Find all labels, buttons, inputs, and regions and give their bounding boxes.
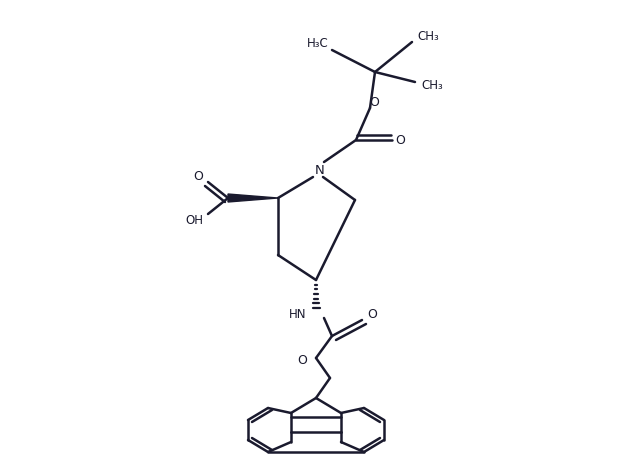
Text: CH₃: CH₃	[421, 78, 443, 92]
Text: O: O	[367, 308, 377, 321]
Text: H₃C: H₃C	[307, 37, 329, 49]
Text: CH₃: CH₃	[417, 30, 439, 42]
Text: O: O	[297, 353, 307, 367]
Text: N: N	[315, 164, 325, 177]
Text: HN: HN	[289, 307, 307, 321]
Text: O: O	[395, 133, 405, 147]
Text: O: O	[369, 95, 379, 109]
Text: OH: OH	[185, 213, 203, 227]
Text: O: O	[193, 170, 203, 182]
Polygon shape	[228, 194, 278, 202]
